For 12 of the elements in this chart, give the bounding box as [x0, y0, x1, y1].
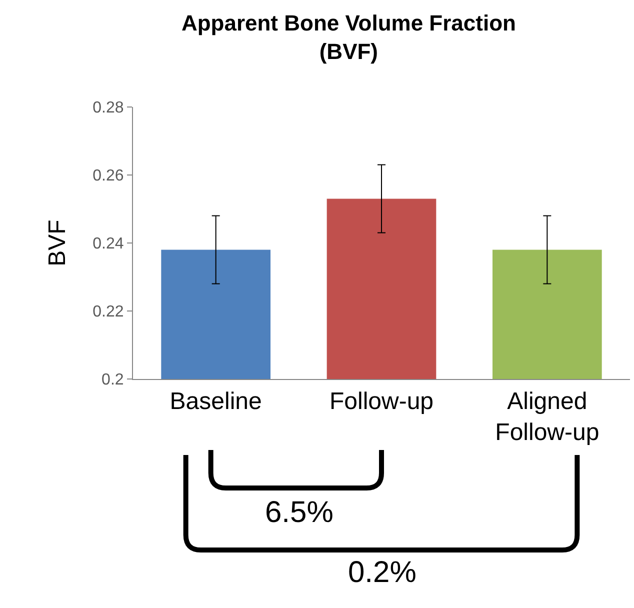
y-tick-label: 0.22 — [92, 304, 124, 321]
text: 0.2% — [348, 556, 416, 589]
y-tick-label: 0.24 — [92, 236, 124, 253]
text: 6.5% — [265, 496, 334, 529]
y-tick-label: 0.2 — [102, 372, 124, 389]
x-tick-label: Follow-up — [329, 388, 434, 415]
chart-title: Apparent Bone Volume Fraction (BVF) — [181, 10, 516, 64]
y-tick-label: 0.28 — [92, 100, 124, 117]
x-tick-label: Baseline — [170, 388, 262, 415]
y-axis-title: BVF — [44, 220, 71, 266]
x-tick-label: Aligned Follow-up — [495, 388, 600, 446]
y-tick-label: 0.26 — [92, 168, 124, 185]
